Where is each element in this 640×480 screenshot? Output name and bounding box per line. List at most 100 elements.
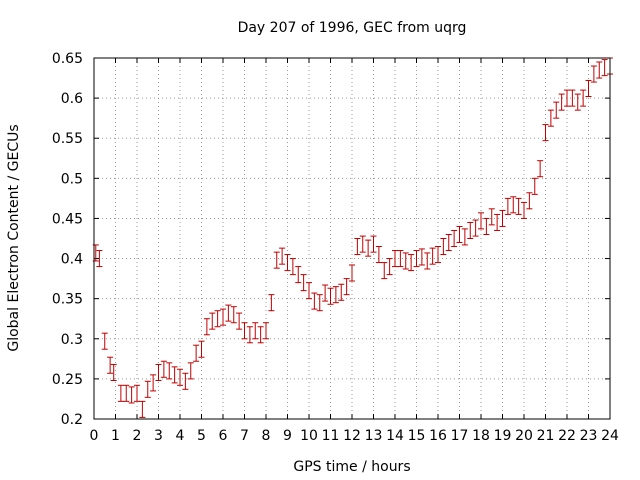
y-tick-label: 0.2 xyxy=(61,412,83,428)
data-point xyxy=(472,219,479,237)
y-axis-label: Global Electron Content / GECUs xyxy=(6,124,22,351)
data-point xyxy=(144,380,151,398)
data-point xyxy=(289,258,296,276)
data-point xyxy=(110,363,117,381)
data-point xyxy=(596,61,603,79)
x-tick-label: 11 xyxy=(322,428,340,444)
x-axis-ticks: 0 1 2 3 4 5 6 7 8 9 10 11 12 13 14 15 16 17 18 19 20 21 22 23 24 xyxy=(90,58,619,444)
data-point xyxy=(263,322,269,340)
data-point xyxy=(203,318,210,336)
y-tick-label: 0.45 xyxy=(52,211,83,227)
x-tick-label: 19 xyxy=(494,428,512,444)
data-point xyxy=(160,360,167,378)
x-tick-label: 23 xyxy=(580,428,598,444)
x-tick-label: 10 xyxy=(300,428,318,444)
x-tick-label: 9 xyxy=(283,428,292,444)
x-tick-label: 21 xyxy=(537,428,555,444)
data-point xyxy=(515,197,522,215)
data-point xyxy=(397,250,404,268)
x-tick-label: 2 xyxy=(133,428,142,444)
data-point xyxy=(418,248,425,266)
data-point xyxy=(230,306,237,324)
data-point xyxy=(451,229,458,248)
data-point xyxy=(392,250,398,268)
y-axis-ticks: 0.2 0.25 0.3 0.35 0.4 0.45 0.5 0.55 0.6 0.65 xyxy=(52,51,610,428)
data-point xyxy=(510,196,517,214)
grid xyxy=(94,58,610,419)
data-point xyxy=(311,292,318,310)
data-point xyxy=(107,356,114,374)
data-point xyxy=(284,254,291,272)
data-point xyxy=(354,238,361,256)
x-tick-label: 15 xyxy=(408,428,426,444)
data-point xyxy=(574,93,581,111)
x-tick-label: 3 xyxy=(154,428,163,444)
y-tick-label: 0.25 xyxy=(52,372,83,388)
data-point xyxy=(246,326,253,344)
data-point xyxy=(504,197,511,215)
data-point xyxy=(273,251,280,269)
data-point xyxy=(155,363,162,381)
data-point xyxy=(408,254,415,272)
y-tick-label: 0.65 xyxy=(52,51,83,67)
data-point xyxy=(488,208,495,226)
x-tick-label: 8 xyxy=(262,428,271,444)
data-point xyxy=(316,294,323,312)
y-tick-label: 0.55 xyxy=(52,131,83,147)
data-point xyxy=(499,209,506,227)
data-point xyxy=(193,344,200,362)
data-point xyxy=(343,278,350,296)
data-point xyxy=(332,286,339,304)
data-point xyxy=(585,79,592,98)
data-point xyxy=(166,362,173,380)
data-point xyxy=(601,59,608,77)
data-point xyxy=(402,252,409,270)
y-tick-label: 0.3 xyxy=(61,332,83,348)
data-point xyxy=(252,322,259,340)
data-point xyxy=(198,340,205,358)
y-tick-label: 0.5 xyxy=(61,171,83,187)
data-point xyxy=(279,247,286,265)
data-point xyxy=(171,366,178,384)
x-tick-label: 6 xyxy=(219,428,228,444)
data-point xyxy=(440,238,447,256)
data-point xyxy=(96,250,103,268)
data-point xyxy=(365,239,372,257)
data-point xyxy=(564,89,570,107)
data-point xyxy=(123,384,130,402)
data-point xyxy=(150,374,157,392)
plot-frame xyxy=(93,57,611,420)
data-point xyxy=(236,312,243,330)
data-point xyxy=(494,213,501,231)
data-point xyxy=(478,212,484,230)
data-point xyxy=(547,109,554,127)
data-point xyxy=(268,294,275,312)
data-point xyxy=(139,400,146,418)
y-tick-label: 0.6 xyxy=(61,91,83,107)
data-point xyxy=(322,284,329,302)
data-point xyxy=(435,246,441,264)
x-tick-label: 7 xyxy=(240,428,249,444)
y-tick-label: 0.4 xyxy=(61,252,83,268)
data-point xyxy=(445,233,452,252)
x-axis-label: GPS time / hours xyxy=(293,459,410,475)
data-point xyxy=(558,93,565,111)
data-point xyxy=(580,89,587,107)
data-point xyxy=(349,264,355,282)
y-tick-label: 0.35 xyxy=(52,292,83,308)
data-point xyxy=(128,386,135,404)
data-point xyxy=(220,308,226,326)
x-tick-label: 0 xyxy=(90,428,99,444)
data-point xyxy=(257,326,264,344)
data-point xyxy=(327,287,334,305)
x-tick-label: 5 xyxy=(197,428,206,444)
x-tick-label: 17 xyxy=(451,428,469,444)
data-point xyxy=(300,274,307,292)
x-tick-label: 12 xyxy=(343,428,361,444)
x-tick-label: 18 xyxy=(472,428,490,444)
data-point xyxy=(375,246,382,264)
data-point xyxy=(553,101,560,119)
data-points xyxy=(92,57,613,418)
data-point xyxy=(424,252,431,270)
x-tick-label: 16 xyxy=(429,428,447,444)
